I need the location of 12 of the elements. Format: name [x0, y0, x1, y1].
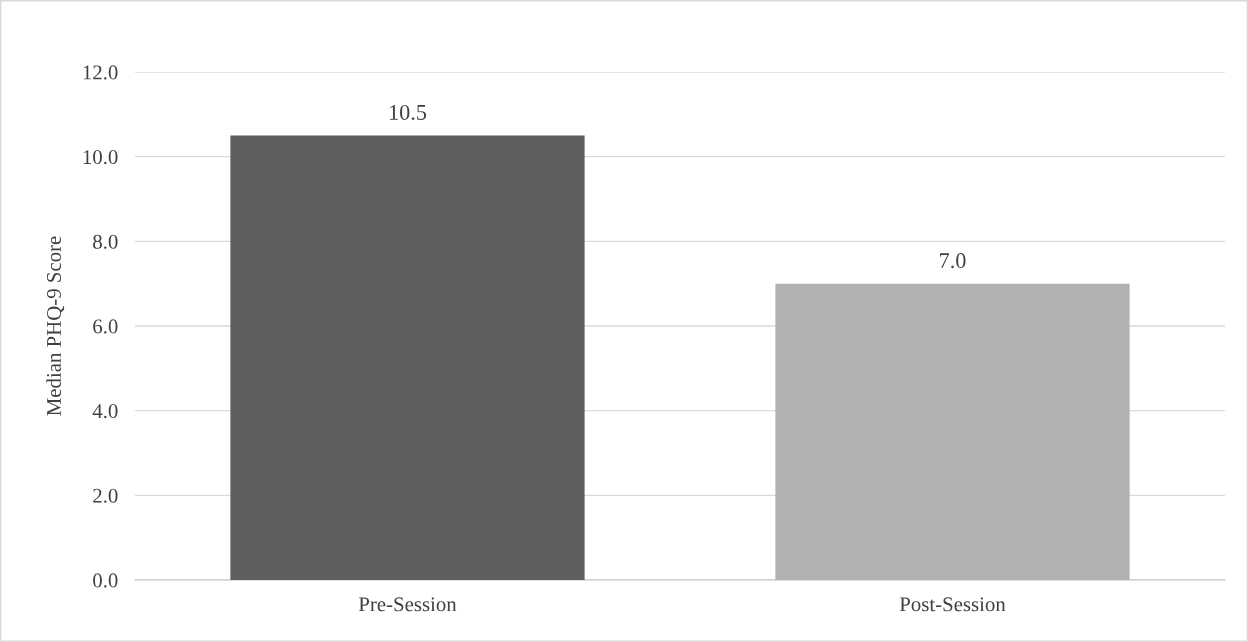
x-tick-label: Post-Session: [899, 597, 1006, 612]
y-tick-label: 4.0: [92, 404, 118, 419]
y-tick-label: 8.0: [93, 234, 118, 249]
data-label: 10.5: [390, 104, 427, 120]
y-tick-label: 6.0: [93, 319, 118, 334]
y-tick-label: 12.0: [83, 65, 118, 80]
data-label: 7.0: [940, 253, 966, 269]
y-tick-label: 2.0: [93, 488, 118, 503]
x-tick-label: Pre-Session: [358, 597, 457, 612]
y-tick-label: 0.0: [93, 573, 118, 588]
y-axis-title: Median PHQ-9 Score: [46, 236, 65, 416]
y-tick-label: 10.0: [83, 150, 118, 165]
